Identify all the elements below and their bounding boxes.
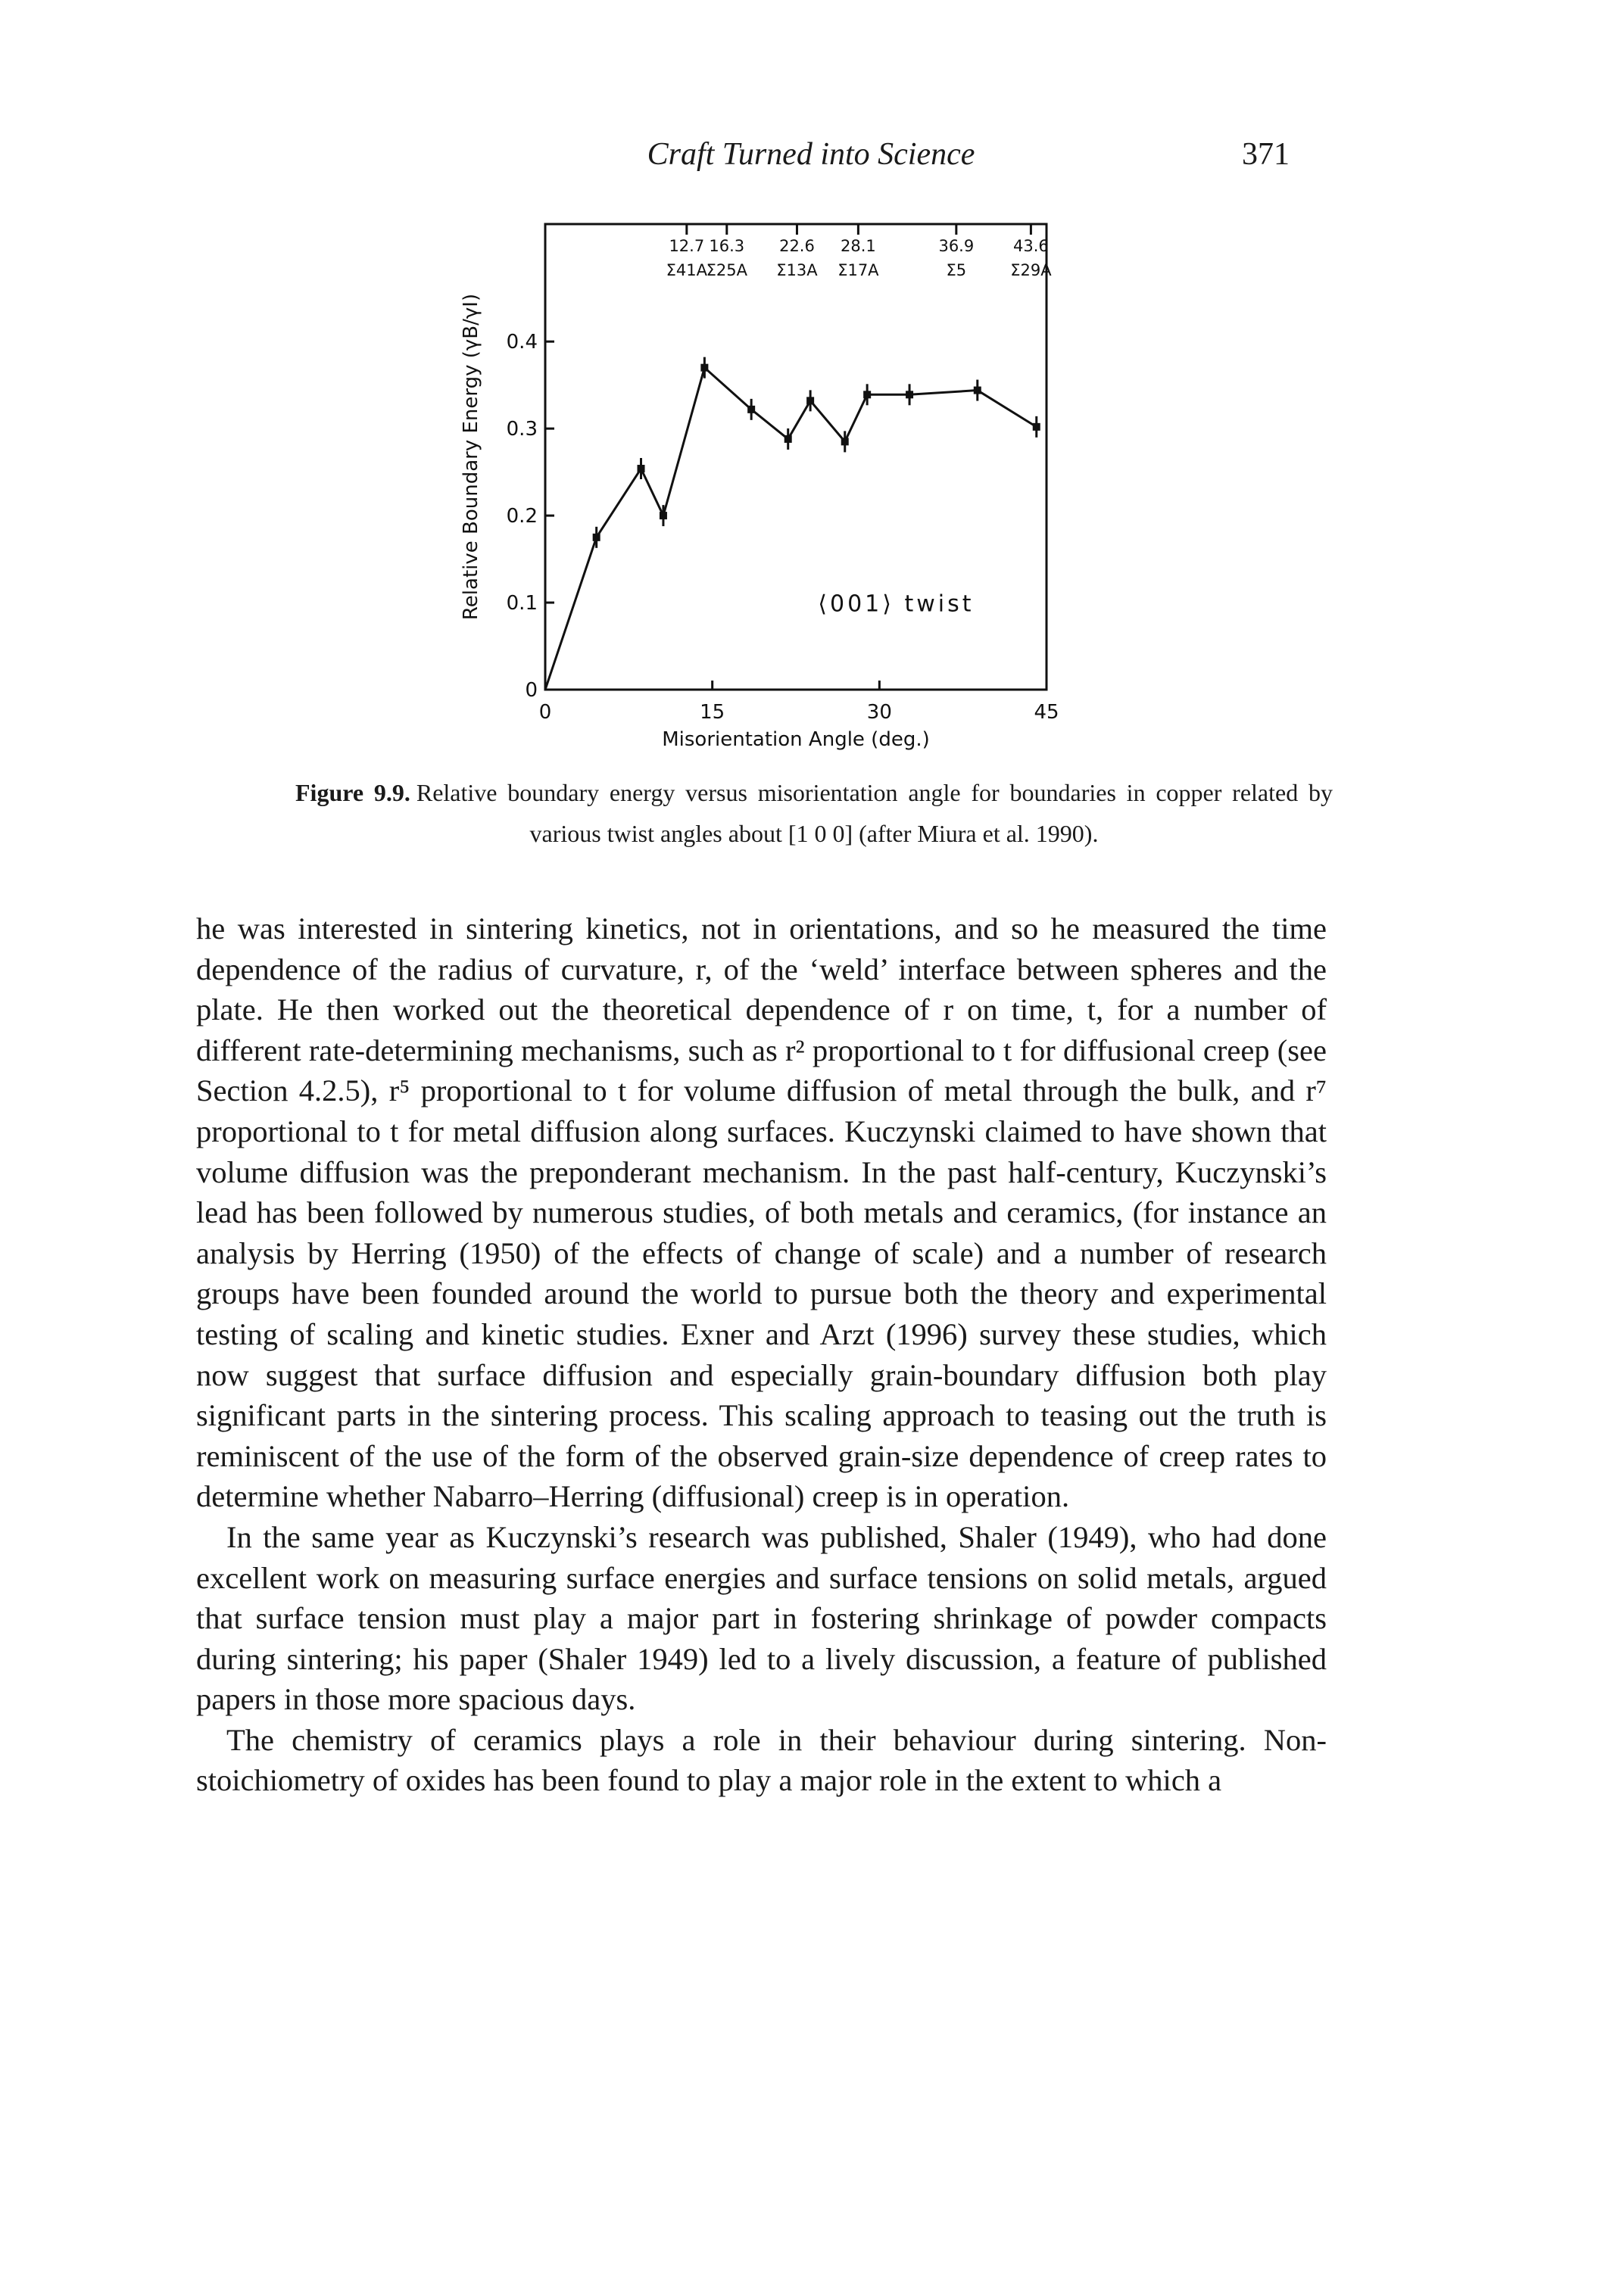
sigma-label: Σ13A <box>776 261 818 279</box>
y-axis-label: Relative Boundary Energy (γB/γI) <box>460 294 482 620</box>
x-tick-label: 30 <box>867 701 892 724</box>
top-tick-label: 22.6 <box>779 237 815 255</box>
data-line <box>544 365 1037 690</box>
caption-label: Figure 9.9. <box>295 779 410 806</box>
sigma-label: Σ5 <box>947 261 967 279</box>
top-tick-label: 43.6 <box>1013 237 1049 255</box>
caption: Figure 9.9. Relative boundary energy vers… <box>295 772 1333 854</box>
sigma-label: Σ29A <box>1010 261 1052 279</box>
sigma-label: Σ17A <box>838 261 879 279</box>
paragraph: The chemistry of ceramics plays a role i… <box>196 1722 1327 1798</box>
y-tick-label: 0.3 <box>507 418 538 441</box>
top-tick-label: 16.3 <box>709 237 744 255</box>
top-tick-label: 36.9 <box>938 237 974 255</box>
sigma-label: Σ41A <box>666 261 708 279</box>
page-number: 371 <box>1242 137 1290 172</box>
running-head: Craft Turned into Science <box>647 137 975 172</box>
top-tick-label: 28.1 <box>841 237 876 255</box>
x-tick-label: 45 <box>1034 701 1059 724</box>
top-tick-label: 12.7 <box>669 237 704 255</box>
y-tick-label: 0.1 <box>507 592 538 615</box>
y-tick-label: 0.4 <box>507 331 538 354</box>
sigma-label: Σ25A <box>707 261 748 279</box>
x-tick-label: 15 <box>700 701 725 724</box>
paragraph: he was interested in sintering kinetics,… <box>196 911 1327 1514</box>
plot-frame <box>544 223 1048 691</box>
x-axis-label: Misorientation Angle (deg.) <box>662 728 930 751</box>
y-tick-label: 0.2 <box>507 505 538 528</box>
body-text: he was interested in sintering kinetics,… <box>196 908 1327 1801</box>
annotation: ⟨001⟩ twist <box>818 591 974 618</box>
paragraph: In the same year as Kuczynski’s research… <box>196 1519 1327 1717</box>
y-tick-label: 0 <box>525 679 538 702</box>
x-tick-label: 0 <box>539 701 552 724</box>
caption-text: Relative boundary energy versus misorien… <box>416 779 1333 847</box>
